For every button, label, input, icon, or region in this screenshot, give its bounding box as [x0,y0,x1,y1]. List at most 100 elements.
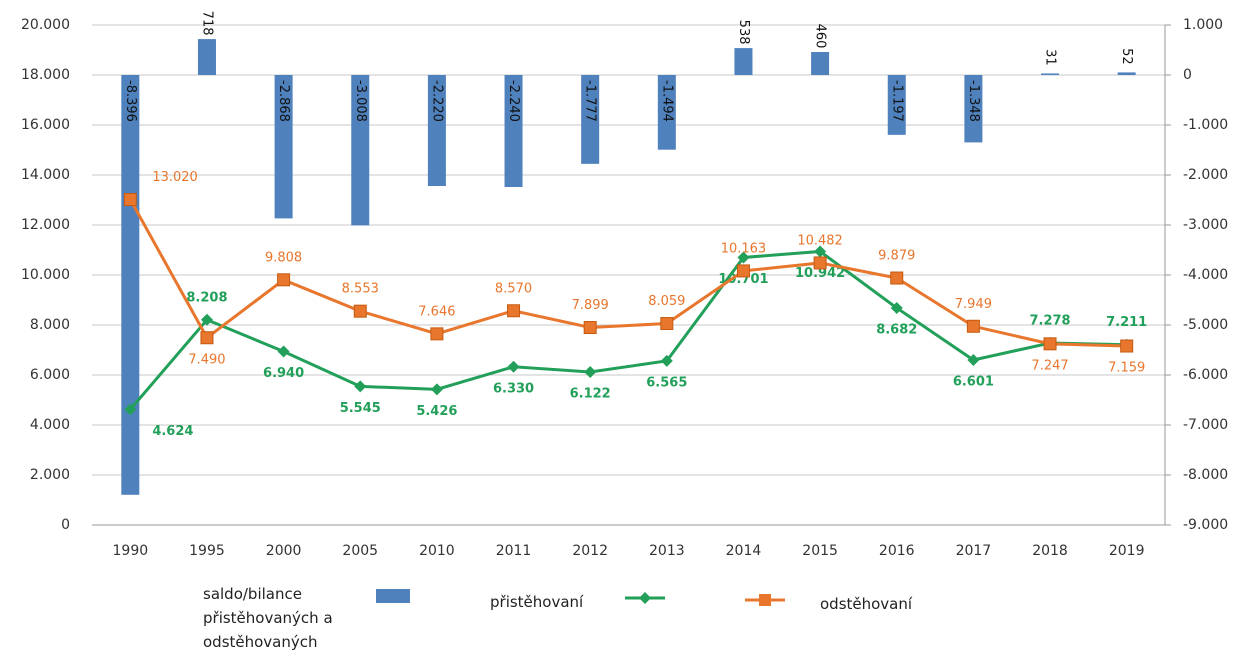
y2-tick-label: -7.000 [1183,417,1228,433]
data-label: 9.808 [265,250,302,265]
data-label: 8.059 [648,294,685,309]
y2-tick-label: -4.000 [1183,267,1228,283]
marker [1120,339,1134,353]
bar [1117,72,1136,75]
y-tick-label: 18.000 [21,67,70,83]
bar-label: 31 [1043,49,1058,66]
marker [430,383,443,396]
data-label: 10.942 [795,266,845,281]
bar [121,75,140,495]
marker [584,365,597,378]
x-tick-label: 1995 [189,543,225,559]
data-label: 4.624 [152,424,193,439]
bar [887,75,906,135]
marker [890,301,903,314]
y2-tick-label: -8.000 [1183,467,1228,483]
bar-label: -1.777 [583,80,598,122]
bar-label: -3.008 [353,80,368,122]
bar [427,75,446,186]
data-label: 6.940 [263,366,304,381]
marker [200,331,214,345]
marker [1043,337,1057,351]
bar [964,75,983,143]
marker [507,304,521,318]
marker [814,245,827,258]
data-label: 7.159 [1108,361,1145,376]
bar [657,75,676,150]
marker [583,321,597,335]
bar-label: -8.396 [123,80,138,122]
data-label: 5.426 [416,404,457,419]
y-tick-label: 12.000 [21,217,70,233]
bar-label: -1.197 [889,80,904,122]
y2-tick-label: -2.000 [1183,167,1228,183]
bar-label: -1.494 [659,80,674,122]
marker [967,353,980,366]
data-label: 7.646 [418,304,455,319]
data-label: 8.570 [495,281,532,296]
data-label: 5.545 [340,401,381,416]
y-tick-label: 14.000 [21,167,70,183]
legend-label: saldo/bilance přistěhovaných a odstěhova… [203,585,333,651]
x-tick-label: 2005 [342,543,378,559]
x-tick-label: 2010 [419,543,455,559]
y-tick-label: 16.000 [21,117,70,133]
marker [736,264,750,278]
y2-tick-label: -6.000 [1183,367,1228,383]
line [129,198,1127,348]
x-tick-label: 1990 [113,543,149,559]
marker [277,345,290,358]
data-label: 6.565 [646,375,687,390]
bar [811,52,830,75]
data-label: 8.208 [186,290,227,305]
x-tick-label: 2017 [956,543,992,559]
bar [504,75,523,187]
y-tick-label: 20.000 [21,17,70,33]
bar [197,39,216,75]
data-label: 10.163 [721,241,767,256]
marker [890,271,904,285]
y2-tick-label: -9.000 [1183,517,1228,533]
marker [124,403,137,416]
y-tick-label: 2.000 [30,467,70,483]
y2-tick-label: -5.000 [1183,317,1228,333]
bar-label: -2.868 [276,80,291,122]
data-label: 7.490 [188,352,225,367]
x-tick-label: 2012 [572,543,608,559]
bar-label: 538 [736,20,751,45]
marker [353,304,367,318]
bar-label: -2.240 [506,80,521,122]
bar [274,75,293,219]
x-tick-label: 2015 [802,543,838,559]
bar [351,75,370,226]
data-label: 9.879 [878,249,915,264]
y-tick-label: 4.000 [30,417,70,433]
y2-tick-label: -1.000 [1183,117,1228,133]
data-label: 10.482 [797,233,843,248]
data-label: 7.949 [955,297,992,312]
data-label: 7.278 [1029,314,1070,329]
x-tick-label: 2014 [726,543,762,559]
data-label: 8.553 [342,282,379,297]
marker [430,327,444,341]
data-label: 7.899 [572,298,609,313]
bar-label: 52 [1119,48,1134,65]
bar [1041,73,1060,75]
bar-label: 718 [199,11,214,36]
legend-label: odstěhovaní [820,595,913,613]
y2-tick-label: -3.000 [1183,217,1228,233]
x-tick-label: 2019 [1109,543,1145,559]
data-label: 6.122 [570,386,611,401]
x-tick-label: 2016 [879,543,915,559]
data-label: 13.020 [152,170,198,185]
marker [277,273,291,287]
data-label: 6.601 [953,374,994,389]
legend-label: přistěhovaní [490,593,584,611]
marker [123,193,137,206]
y-tick-label: 8.000 [30,317,70,333]
bar-label: -2.220 [429,80,444,122]
x-tick-label: 2018 [1032,543,1068,559]
legend-marker [759,594,771,606]
bar [581,75,600,164]
